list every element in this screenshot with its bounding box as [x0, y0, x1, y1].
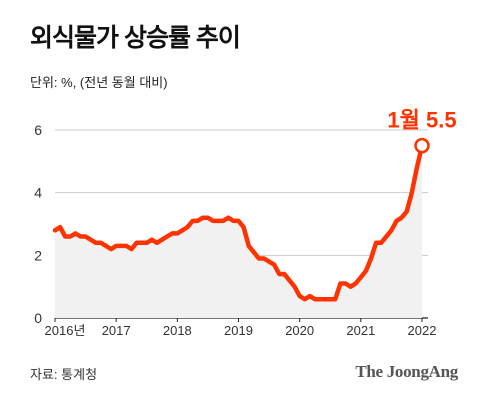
series-line [52, 143, 425, 302]
y-tick-label: 6 [34, 122, 42, 138]
y-axis-ticks: 0 2 4 6 [34, 122, 42, 326]
area-fill-layer [55, 145, 422, 318]
x-tick-label: 2019 [224, 323, 253, 338]
y-tick-label: 0 [34, 310, 42, 326]
y-tick-label: 2 [34, 247, 42, 263]
source-note: 자료: 통계청 [30, 367, 98, 382]
series-line-layer [52, 143, 425, 302]
highlight-point-marker [414, 137, 430, 154]
x-tick-label: 2017 [102, 323, 131, 338]
x-tick-label: 2022 [408, 323, 437, 338]
x-axis-ticks: 2016년 2017 2018 2019 2020 2021 2022 [45, 318, 437, 338]
area-fill [55, 145, 422, 318]
x-tick-label: 2018 [163, 323, 192, 338]
x-tick-label: 2020 [285, 323, 314, 338]
x-tick-label: 2021 [346, 323, 375, 338]
x-tick-label: 2016년 [45, 323, 86, 338]
y-tick-label: 4 [34, 185, 42, 201]
brand-logo: The JoongAng [355, 362, 458, 381]
annotation-layer: 1월 5.5 [387, 108, 457, 154]
unit-note: 단위: %, (전년 동월 대비) [30, 75, 168, 90]
annotation-label: 1월 5.5 [387, 108, 456, 133]
chart-title: 외식물가 상승률 추이 [30, 24, 241, 52]
